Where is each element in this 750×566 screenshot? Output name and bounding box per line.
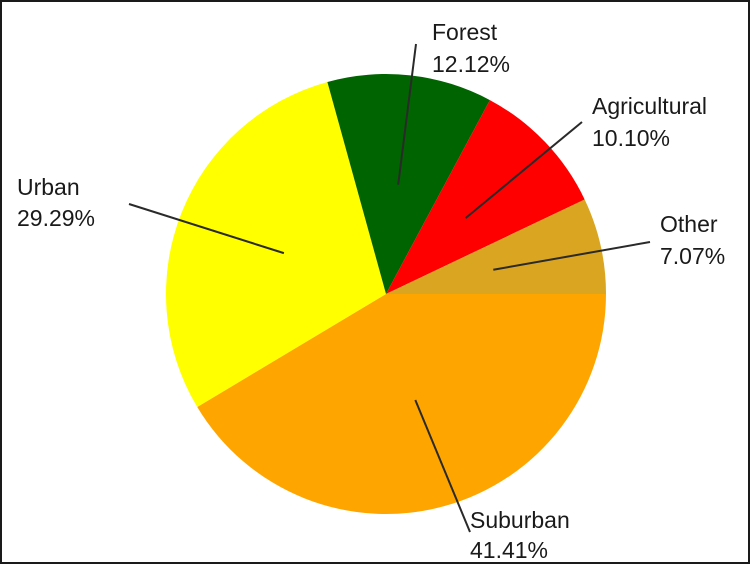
slice-value-agricultural: 10.10% xyxy=(592,125,670,151)
pie-slice-forest xyxy=(327,73,490,294)
leader-line-urban xyxy=(128,203,285,255)
pie-slice-agricultural xyxy=(386,100,585,294)
slice-label-suburban: Suburban xyxy=(470,507,570,533)
slice-value-suburban: 41.41% xyxy=(470,537,548,563)
leader-line-forest xyxy=(397,43,417,185)
slice-label-agricultural: Agricultural xyxy=(592,93,707,119)
slice-label-urban: Urban xyxy=(17,174,80,200)
pie-slice-suburban xyxy=(197,294,607,515)
slice-value-forest: 12.12% xyxy=(432,51,510,77)
leader-lines xyxy=(128,43,651,533)
pie-slice-urban xyxy=(165,81,386,408)
slice-value-other: 7.07% xyxy=(660,243,725,269)
slice-label-other: Other xyxy=(660,211,718,237)
leader-line-agricultural xyxy=(464,121,583,219)
slice-value-urban: 29.29% xyxy=(17,205,95,231)
slice-label-forest: Forest xyxy=(432,19,498,45)
leader-line-suburban xyxy=(414,399,471,533)
pie-slice-other xyxy=(386,199,606,294)
slice-labels: Suburban 41.41% Urban 29.29% Forest 12.12% Agr… xyxy=(17,19,725,563)
leader-line-other xyxy=(493,241,651,271)
pie-slices xyxy=(165,73,607,515)
